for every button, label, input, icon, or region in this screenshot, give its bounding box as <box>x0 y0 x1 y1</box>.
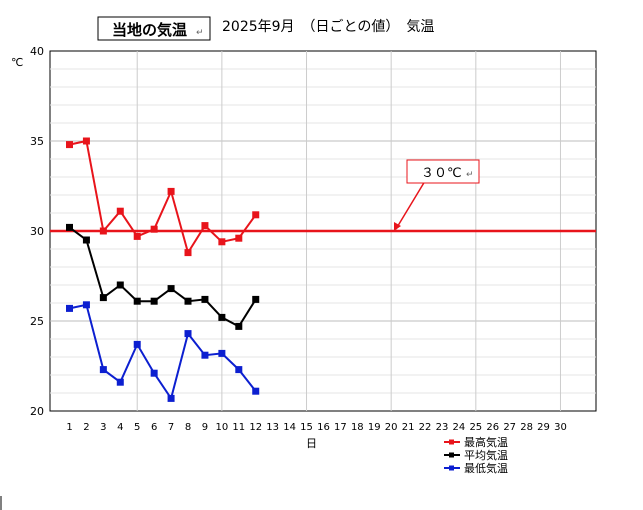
series-lines <box>66 137 260 402</box>
data-point <box>150 297 158 305</box>
x-tick-label: 21 <box>402 422 415 433</box>
chart-title: 当地の気温 <box>112 21 187 39</box>
x-tick-label: 28 <box>520 422 533 433</box>
data-point <box>133 297 141 305</box>
data-point <box>184 249 192 257</box>
data-point <box>150 225 158 233</box>
data-point <box>201 222 209 230</box>
legend-marker <box>449 465 454 471</box>
data-point <box>133 232 141 240</box>
chart-subtitle: 2025年9月 （日ごとの値） 気温 <box>222 19 434 35</box>
data-point <box>184 297 192 305</box>
x-tick-label: 29 <box>537 422 550 433</box>
x-tick-label: 14 <box>283 422 296 433</box>
y-tick-label: 20 <box>30 405 44 418</box>
reference-return-mark: ↵ <box>466 170 474 180</box>
x-tick-label: 12 <box>249 422 262 433</box>
data-point <box>116 207 124 215</box>
x-tick-label: 16 <box>317 422 330 433</box>
data-point <box>218 313 226 321</box>
data-point <box>82 137 90 145</box>
grid <box>50 51 596 411</box>
data-point <box>66 304 73 312</box>
data-point <box>218 238 226 246</box>
x-tick-label: 25 <box>469 422 482 433</box>
y-tick-label: 35 <box>30 135 44 148</box>
x-tick-label: 24 <box>453 422 466 433</box>
legend-marker <box>449 452 454 458</box>
data-point <box>82 301 90 309</box>
x-tick-label: 17 <box>334 422 347 433</box>
data-point <box>201 351 209 359</box>
legend-label: 平均気温 <box>464 448 508 462</box>
x-tick-label: 13 <box>266 422 279 433</box>
x-tick-label: 2 <box>83 422 89 433</box>
reference-label: ３０℃ <box>421 166 462 181</box>
legend-label: 最低気温 <box>464 461 508 475</box>
x-axis-label: 日 <box>306 437 317 450</box>
legend-marker <box>449 439 454 445</box>
x-tick-label: 10 <box>216 422 229 433</box>
data-point <box>235 366 243 374</box>
x-tick-label: 9 <box>202 422 208 433</box>
y-axis-label: ℃ <box>11 56 23 69</box>
data-point <box>235 322 243 330</box>
data-point <box>99 294 107 302</box>
x-tick-label: 22 <box>419 422 432 433</box>
x-tick-label: 18 <box>351 422 364 433</box>
y-axis-ticks: 20 25 30 35 40 <box>30 45 44 418</box>
x-tick-label: 3 <box>100 422 106 433</box>
x-tick-label: 19 <box>368 422 381 433</box>
title-return-mark: ↵ <box>196 28 204 38</box>
title-box <box>97 16 211 41</box>
data-point <box>116 378 124 386</box>
y-tick-label: 25 <box>30 315 44 328</box>
y-tick-label: 40 <box>30 45 44 58</box>
x-tick-label: 6 <box>151 422 157 433</box>
data-point <box>150 369 158 377</box>
x-tick-label: 8 <box>185 422 191 433</box>
x-tick-label: 26 <box>486 422 499 433</box>
data-point <box>167 187 175 195</box>
data-point <box>99 227 107 235</box>
data-point <box>116 281 124 289</box>
x-tick-label: 11 <box>232 422 245 433</box>
data-point <box>235 234 243 242</box>
x-axis-ticks: 1 2 3 4 5 6 7 8 9 10 11 12 13 14 15 16 17 18 19 20 21 22 23 24 2… <box>66 422 567 433</box>
data-point <box>252 295 260 303</box>
data-point <box>252 211 260 219</box>
x-tick-label: 20 <box>385 422 398 433</box>
data-point <box>133 340 141 348</box>
x-tick-label: 27 <box>503 422 516 433</box>
data-point <box>184 330 192 338</box>
data-point <box>99 366 107 374</box>
reference-callout: ３０℃ ↵ <box>394 159 480 231</box>
data-point <box>252 387 260 395</box>
x-tick-label: 23 <box>436 422 449 433</box>
y-tick-label: 30 <box>30 225 44 238</box>
legend-label: 最高気温 <box>464 435 508 449</box>
data-point <box>66 223 73 231</box>
data-point <box>66 141 73 149</box>
x-tick-label: 4 <box>117 422 123 433</box>
x-tick-label: 15 <box>300 422 313 433</box>
data-point <box>82 236 90 244</box>
x-tick-label: 30 <box>554 422 567 433</box>
data-point <box>218 349 226 357</box>
data-point <box>201 295 209 303</box>
data-point <box>167 394 175 402</box>
x-tick-label: 1 <box>66 422 72 433</box>
x-tick-label: 5 <box>134 422 140 433</box>
data-point <box>167 285 175 293</box>
x-tick-label: 7 <box>168 422 174 433</box>
